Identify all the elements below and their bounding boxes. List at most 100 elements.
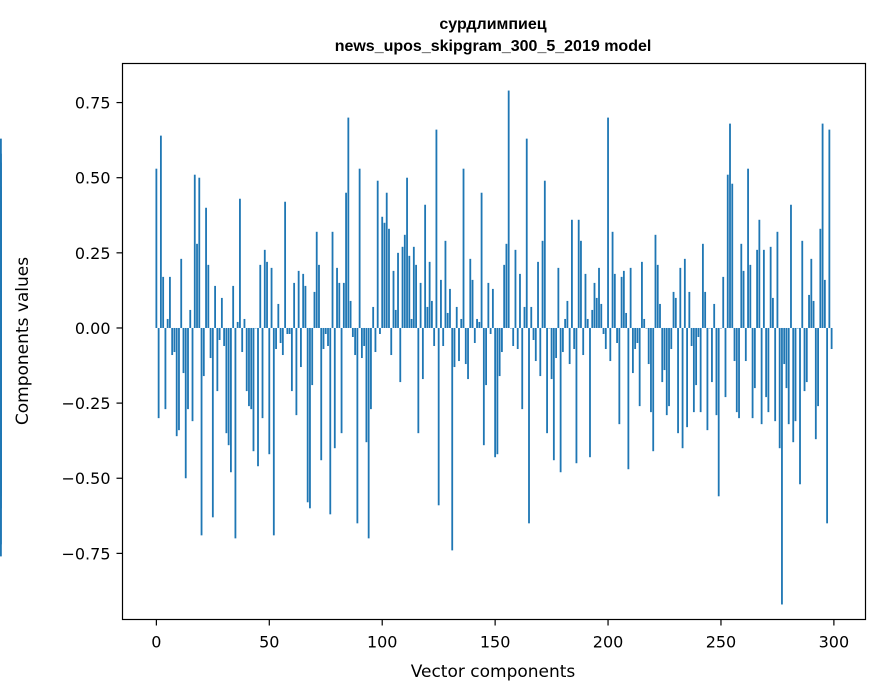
bar-165 — [528, 327, 530, 524]
bar-275 — [776, 231, 779, 328]
bar-131 — [451, 327, 454, 551]
bar-undefined — [0, 240, 2, 328]
bar-234 — [683, 258, 686, 328]
bar-34 — [232, 285, 235, 328]
bar-100 — [381, 216, 384, 328]
bar-279 — [785, 327, 788, 389]
bar-160 — [516, 327, 519, 350]
bar-266 — [756, 249, 759, 328]
bar-45 — [257, 327, 259, 467]
bar-162 — [521, 327, 524, 410]
bar-253 — [726, 174, 729, 328]
x-tick-label: 300 — [819, 633, 850, 652]
bar-262 — [747, 168, 749, 328]
bar-14 — [187, 327, 189, 410]
bar-207 — [622, 270, 625, 328]
bar-109 — [401, 246, 404, 328]
bar-206 — [620, 276, 623, 328]
bar-214 — [638, 327, 641, 407]
bar-12 — [182, 327, 185, 374]
bar-276 — [778, 327, 781, 449]
bar-116 — [417, 327, 420, 434]
bar-256 — [733, 327, 736, 362]
bar-129 — [446, 312, 449, 328]
bar-110 — [403, 234, 406, 328]
bar-90 — [358, 168, 361, 328]
x-tick-label: 0 — [151, 633, 161, 652]
bar-124 — [435, 129, 438, 328]
bar-168 — [534, 327, 537, 362]
bar-93 — [365, 327, 368, 443]
y-tick-label: −0.75 — [61, 544, 110, 563]
bar-29 — [220, 297, 223, 328]
bar-290 — [810, 258, 813, 328]
bar-163 — [523, 306, 526, 328]
bar-117 — [419, 282, 422, 328]
bar-64 — [300, 327, 302, 368]
bar-17 — [193, 174, 196, 328]
y-axis-label: Components values — [13, 257, 33, 425]
bar-13 — [184, 327, 187, 479]
bar-127 — [442, 327, 445, 347]
bar-244 — [706, 327, 709, 431]
bar-177 — [555, 327, 558, 359]
bar-40 — [245, 327, 248, 392]
bar-224 — [661, 327, 664, 383]
bar-61 — [293, 282, 296, 328]
bar-231 — [677, 327, 679, 434]
bar-41 — [248, 327, 250, 407]
bar-239 — [695, 327, 698, 386]
bar-298 — [828, 129, 831, 328]
bar-269 — [762, 249, 765, 328]
bar-78 — [331, 231, 334, 328]
bar-99 — [379, 327, 381, 334]
bar-226 — [665, 327, 668, 416]
bar-254 — [729, 123, 731, 328]
bar-294 — [819, 228, 822, 328]
bar-128 — [444, 240, 447, 328]
bar-260 — [742, 270, 745, 328]
bar-166 — [530, 306, 533, 328]
bar-159 — [514, 249, 517, 328]
bar-200 — [607, 117, 609, 328]
y-axis-ticks: 0.75 0.50 0.25 0.00 −0.25 −0.50 −0.75 — [61, 94, 123, 563]
bar-42 — [250, 327, 253, 410]
bar-32 — [227, 327, 230, 446]
bar-204 — [616, 327, 618, 344]
bar-135 — [460, 318, 463, 328]
bar-95 — [370, 327, 372, 410]
bar-72 — [318, 264, 320, 328]
bar-35 — [234, 327, 237, 539]
bar-148 — [489, 327, 492, 334]
bar-75 — [324, 327, 327, 334]
bar-247 — [713, 303, 716, 328]
bar-218 — [647, 327, 650, 365]
bar-181 — [564, 318, 567, 328]
bar-199 — [604, 327, 607, 350]
bar-270 — [765, 327, 768, 398]
bar-66 — [304, 285, 307, 328]
bar-227 — [668, 327, 670, 407]
bar-271 — [767, 327, 770, 413]
bar-150 — [494, 327, 497, 458]
bar-51 — [270, 267, 273, 328]
bar-237 — [690, 327, 693, 347]
bar-82 — [340, 327, 343, 434]
bar-282 — [792, 327, 795, 443]
y-tick-label: 0.00 — [75, 319, 111, 338]
bar-197 — [600, 303, 603, 328]
bar-156 — [507, 90, 510, 328]
bar-291 — [812, 300, 815, 328]
bar-74 — [322, 327, 325, 350]
bar-133 — [455, 306, 458, 328]
bar-105 — [392, 270, 395, 328]
bar-185 — [573, 327, 576, 350]
bar-169 — [537, 261, 539, 328]
bar-54 — [277, 303, 280, 328]
x-tick-label: 150 — [480, 633, 511, 652]
bar-192 — [589, 327, 591, 458]
bar-50 — [268, 327, 271, 455]
bar-178 — [557, 267, 560, 328]
bar-121 — [428, 261, 431, 328]
bar-183 — [568, 327, 571, 365]
